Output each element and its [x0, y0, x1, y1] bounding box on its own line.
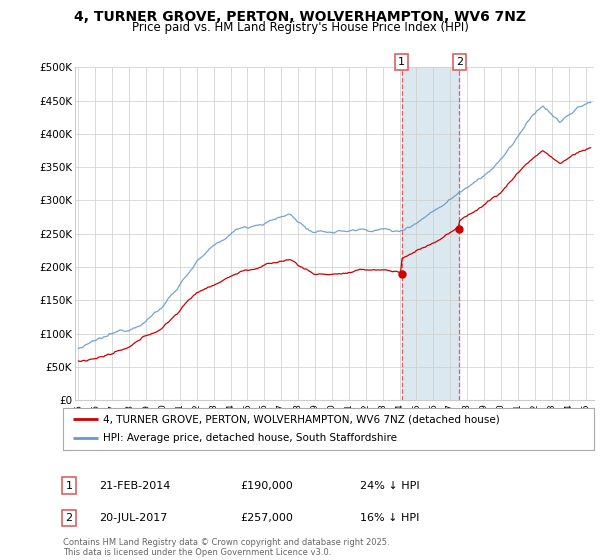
Text: 16% ↓ HPI: 16% ↓ HPI [360, 513, 419, 523]
Text: 4, TURNER GROVE, PERTON, WOLVERHAMPTON, WV6 7NZ (detached house): 4, TURNER GROVE, PERTON, WOLVERHAMPTON, … [103, 414, 500, 424]
Text: 2: 2 [456, 57, 463, 67]
Text: 21-FEB-2014: 21-FEB-2014 [99, 480, 170, 491]
Text: £257,000: £257,000 [240, 513, 293, 523]
Text: 1: 1 [398, 57, 405, 67]
Text: 2: 2 [65, 513, 73, 523]
Text: Contains HM Land Registry data © Crown copyright and database right 2025.
This d: Contains HM Land Registry data © Crown c… [63, 538, 389, 557]
Bar [401, 67, 460, 400]
Text: HPI: Average price, detached house, South Staffordshire: HPI: Average price, detached house, Sout… [103, 433, 397, 444]
Text: 4, TURNER GROVE, PERTON, WOLVERHAMPTON, WV6 7NZ: 4, TURNER GROVE, PERTON, WOLVERHAMPTON, … [74, 10, 526, 24]
Text: Price paid vs. HM Land Registry's House Price Index (HPI): Price paid vs. HM Land Registry's House … [131, 21, 469, 34]
Text: 24% ↓ HPI: 24% ↓ HPI [360, 480, 419, 491]
Text: 20-JUL-2017: 20-JUL-2017 [99, 513, 167, 523]
Text: 1: 1 [65, 480, 73, 491]
Text: £190,000: £190,000 [240, 480, 293, 491]
